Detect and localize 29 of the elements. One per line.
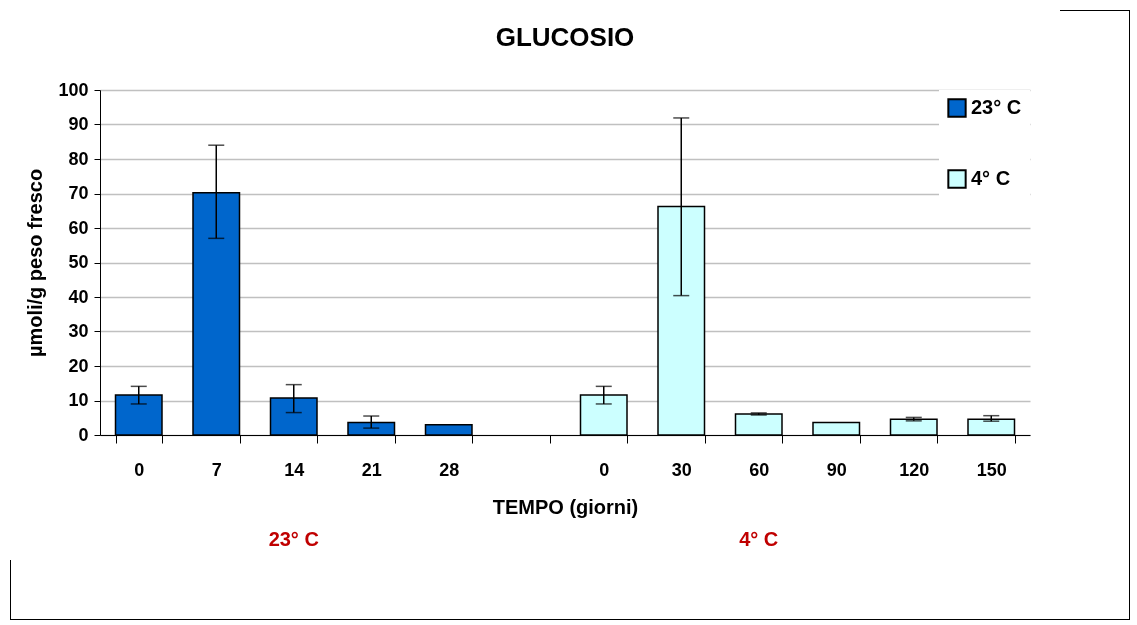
x-tick-label: 0 [134, 459, 145, 480]
legend-label: 23° C [971, 96, 1022, 118]
y-tick-label: 50 [68, 252, 89, 272]
x-tick-label: 21 [361, 459, 382, 480]
x-tick-label: 30 [671, 459, 692, 480]
x-axis-title: TEMPO (giorni) [492, 495, 639, 518]
y-tick-label: 30 [68, 321, 89, 341]
x-tick-label: 28 [439, 459, 460, 480]
x-tick-label: 7 [211, 459, 222, 480]
y-tick-label: 60 [68, 217, 89, 238]
chart-title: GLUCOSIO [495, 22, 635, 52]
y-axis-title: µmoli/g peso fresco [24, 168, 47, 358]
x-tick-label: 0 [599, 459, 610, 480]
y-tick-label: 20 [68, 355, 89, 376]
y-tick-label: 0 [78, 424, 89, 445]
y-tick-label: 80 [68, 148, 89, 169]
x-tick-label: 60 [749, 459, 770, 480]
y-tick-label: 70 [68, 183, 89, 203]
legend-label: 4° C [971, 167, 1011, 189]
x-tick-label: 120 [899, 459, 930, 480]
y-tick-label: 100 [58, 79, 89, 100]
x-tick-label: 150 [976, 459, 1007, 480]
text: 23° C [268, 528, 319, 550]
y-tick-label: 40 [68, 286, 89, 307]
text: 4° C [739, 528, 779, 550]
y-tick-label: 90 [68, 114, 89, 134]
x-tick-label: 90 [826, 459, 847, 480]
y-tick-label: 10 [68, 390, 89, 410]
x-tick-label: 14 [284, 459, 305, 480]
